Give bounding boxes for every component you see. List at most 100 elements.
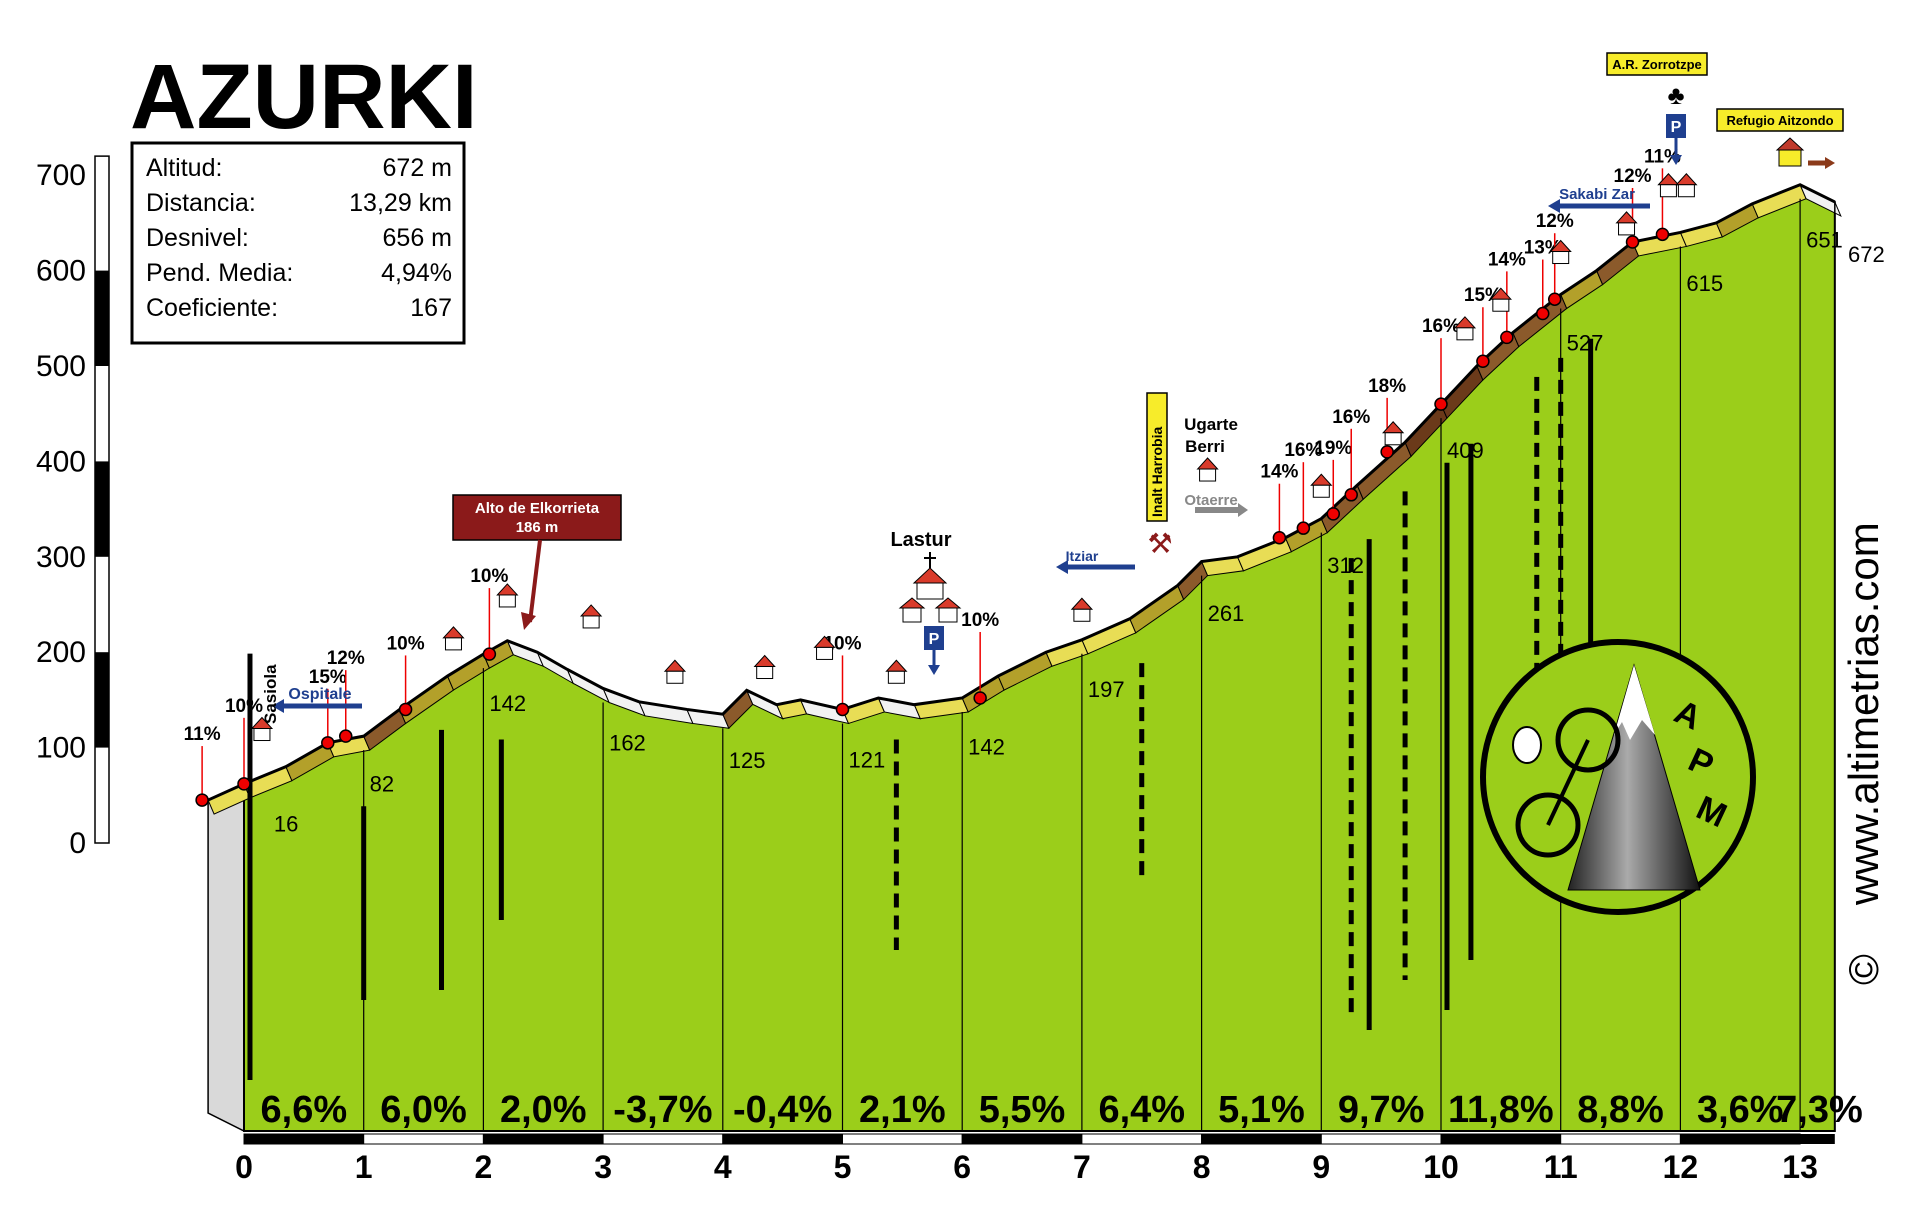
km-scale-segment: [363, 1133, 484, 1145]
steep-marker: [1272, 530, 1287, 545]
y-tick-label: 0: [69, 827, 86, 860]
house-icons: [250, 172, 1698, 742]
steep-label: 14%: [1260, 462, 1298, 483]
km-altitude-label: 162: [609, 731, 646, 756]
altitude-labels: 16 82 142 162 125 121 142 197 261 312 409 527 615 651…: [274, 228, 1885, 837]
profile-start-block: [207, 782, 245, 1133]
inalt-harrobia-sign: Inalt Harrobia ⚒: [1146, 392, 1173, 559]
y-tick-label: 700: [36, 159, 86, 192]
x-tick-label: 6: [953, 1149, 971, 1185]
km-gradient-label: 5,1%: [1218, 1089, 1305, 1131]
km-scale-segment: [243, 1133, 365, 1145]
church-icon: P: [898, 552, 962, 675]
inalt-harrobia-label: Inalt Harrobia: [1149, 427, 1165, 517]
km-scale-segment: [482, 1133, 604, 1145]
place-labels: Ospitale Sasiola Lastur Ugarte Berri Ota…: [261, 52, 1844, 724]
info-panel: Altitud: 672 m Distancia: 13,29 km Desnivel:…: [130, 141, 466, 345]
x-tick-label: 3: [594, 1149, 612, 1185]
lastur-label: Lastur: [890, 529, 951, 551]
y-axis: 0 100 200 300 400 500 600 700: [36, 155, 110, 860]
house-icon-body: [1456, 327, 1474, 341]
house-icon-body: [253, 728, 271, 742]
house-icon-body: [582, 615, 600, 629]
mountain-icon: [1567, 663, 1701, 891]
km-scale-segment: [1560, 1133, 1681, 1145]
svg-text:P: P: [1671, 119, 1682, 136]
km-gradient-label: 9,7%: [1338, 1089, 1425, 1131]
info-value: 672 m: [383, 154, 452, 182]
steep-label: 16%: [1422, 316, 1460, 337]
house-icon: [1310, 473, 1333, 486]
x-axis: 0 1 2 3 4 5 6 7 8 9 10 11 12 13: [235, 1149, 1818, 1185]
steep-label: 15%: [309, 667, 347, 688]
aitzondo-marker: Refugio Aitzondo: [1716, 108, 1844, 169]
y-tick-label: 200: [36, 636, 86, 669]
y-tick-label: 600: [36, 255, 86, 288]
x-tick-label: 9: [1312, 1149, 1330, 1185]
otaerre-sign: Otaerre: [1184, 492, 1248, 517]
apm-logo: A P M: [1480, 639, 1756, 915]
steep-label: 12%: [1614, 166, 1652, 187]
info-label: Pend. Media:: [146, 259, 293, 287]
alto-elkorrieta-label: Alto de Elkorrieta: [475, 500, 600, 517]
house-icon-body: [1492, 298, 1510, 312]
house-icon: [579, 604, 603, 617]
x-tick-label: 5: [834, 1149, 852, 1185]
km-scale-segment: [722, 1133, 843, 1145]
km-gradient-label: 2,1%: [859, 1089, 946, 1131]
svg-text:P: P: [929, 631, 940, 648]
km-scale-segment: [1679, 1133, 1801, 1145]
otaerre-label: Otaerre: [1184, 492, 1237, 509]
info-label: Altitud:: [146, 154, 222, 182]
y-axis-band: [95, 461, 109, 557]
berri-label: Berri: [1185, 437, 1225, 456]
steep-marker: [1344, 488, 1358, 502]
km-altitude-label: 121: [848, 748, 885, 773]
gradient-band: 6,6% 6,0% 2,0% -3,7% -0,4% 2,1% 5,5% 6,4% 5,1% 9,…: [243, 1089, 1863, 1145]
y-tick-label: 400: [36, 445, 86, 478]
house-icon-body: [1312, 484, 1330, 498]
x-tick-label: 4: [714, 1149, 732, 1185]
house-icon: [1070, 597, 1094, 610]
x-tick-label: 11: [1544, 1149, 1578, 1185]
bicycle-icon: [1555, 707, 1621, 773]
info-label: Desnivel:: [146, 224, 249, 252]
steep-label: 18%: [1368, 376, 1406, 397]
km-scale-segment: [1440, 1133, 1562, 1145]
x-tick-label: 13: [1782, 1149, 1818, 1185]
house-icon: [1196, 457, 1219, 470]
steep-label: 16%: [1332, 407, 1370, 428]
x-tick-label: 0: [235, 1149, 253, 1185]
parking-icon: [1666, 114, 1686, 138]
steep-marker: [321, 736, 335, 750]
steep-marker: [1625, 235, 1640, 249]
x-tick-label: 2: [475, 1149, 493, 1185]
sakabi-zar-sign: Sakabi Zar: [1548, 186, 1650, 213]
km-scale-segment: [1320, 1133, 1442, 1145]
km-gradient-label: 5,5%: [979, 1089, 1066, 1131]
steep-marker: [237, 777, 251, 791]
km-altitude-label: 409: [1447, 438, 1484, 463]
km-scale-segment: [842, 1133, 963, 1145]
info-value: 4,94%: [381, 259, 452, 287]
km-gradient-label: 6,6%: [261, 1089, 348, 1131]
steep-labels: 11%10%15%12%10%10%10%10%14%16%19%16%18%1…: [184, 146, 1681, 807]
steep-marker: [1535, 306, 1550, 321]
itziar-sign: Itziar: [1056, 548, 1135, 574]
km-altitude-label: 261: [1208, 601, 1245, 626]
house-icon: [663, 659, 687, 672]
km-scale-segment: [1201, 1133, 1322, 1145]
km-altitude-label: 651: [1806, 228, 1843, 253]
steep-label: 10%: [225, 696, 263, 717]
aitzondo-label: Refugio Aitzondo: [1726, 113, 1833, 128]
sasiola-label: Sasiola: [261, 664, 280, 724]
km-altitude-label: 16: [274, 812, 298, 837]
itziar-label: Itziar: [1066, 548, 1099, 564]
website-label: www.altimetrias.com: [1840, 522, 1887, 906]
km-scale-segment: [961, 1133, 1083, 1145]
house-icon: [753, 654, 776, 668]
km-gradient-label: 2,0%: [500, 1089, 587, 1131]
km-altitude-label: 197: [1088, 677, 1125, 702]
zorrotzpe-label: A.R. Zorrotzpe: [1612, 57, 1702, 72]
